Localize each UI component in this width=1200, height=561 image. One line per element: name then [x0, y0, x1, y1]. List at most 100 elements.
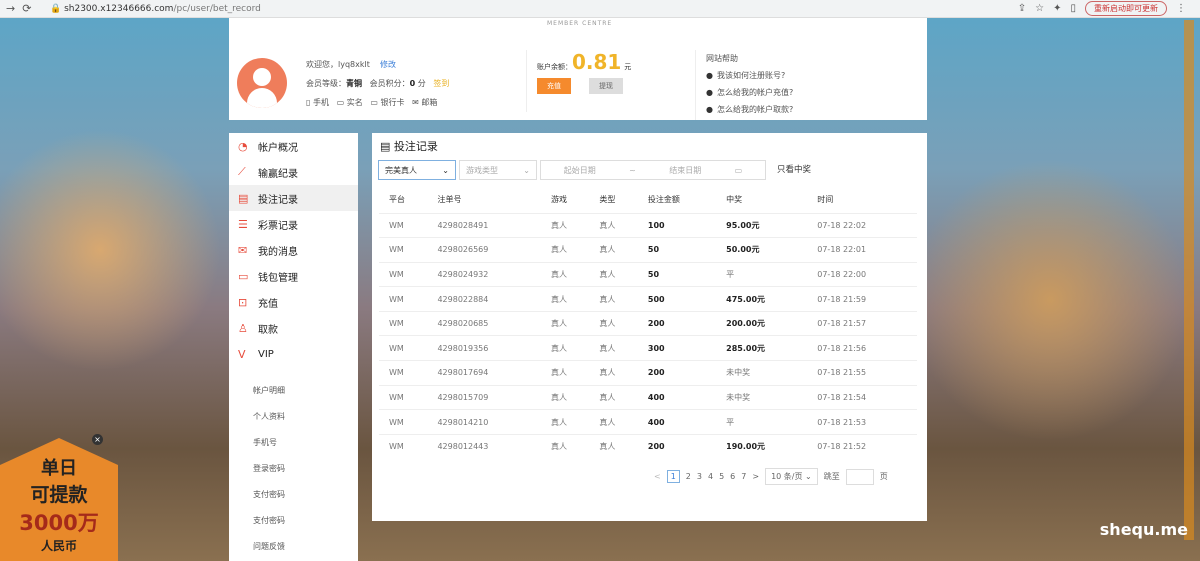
column-header: 类型 — [599, 195, 616, 205]
browser-toolbar: → ⟳ 🔒 sh2300.x12346666.com/pc/user/bet_r… — [0, 0, 1200, 18]
deposit-button[interactable]: 充值 — [537, 78, 571, 94]
page-button[interactable]: 4 — [707, 472, 714, 481]
sidebar-subitem[interactable]: 手机号 — [253, 437, 277, 447]
share-icon[interactable]: ⇪ — [1017, 3, 1027, 14]
table-cell: WM — [379, 335, 428, 361]
help-link[interactable]: 怎么给我的帐户充值? — [706, 84, 793, 101]
next-page-button[interactable]: > — [752, 472, 760, 481]
page-button[interactable]: 1 — [666, 470, 680, 483]
update-button[interactable]: 重新启动即可更新 — [1085, 1, 1167, 16]
table-cell: 50 — [637, 261, 717, 287]
column-header: 投注金额 — [647, 195, 680, 205]
page-button[interactable]: 6 — [730, 472, 736, 481]
points-label: 会员积分： — [369, 79, 410, 88]
scrollbar[interactable] — [1184, 20, 1194, 540]
sidebar-subitem[interactable]: 支付密码 — [253, 489, 285, 499]
table-cell: 未中奖 — [716, 360, 808, 386]
sidebar-icon[interactable]: ▯ — [1070, 3, 1076, 14]
table-cell: 95.00元 — [716, 212, 808, 238]
start-date-input[interactable]: 起始日期 — [563, 165, 596, 175]
extension-icon[interactable]: ✦ — [1053, 3, 1062, 14]
help-link[interactable]: 我该如何注册账号? — [706, 67, 793, 84]
promo-line: 人民币 — [40, 539, 77, 553]
sign-in-link[interactable]: 签到 — [433, 79, 450, 88]
help-link[interactable]: 怎么给我的帐户取款? — [706, 101, 793, 118]
table-cell: 4298014210 — [427, 409, 541, 435]
edit-link[interactable]: 修改 — [380, 60, 397, 69]
table-cell: 200.00元 — [716, 310, 808, 336]
page-title: 投注记录 — [393, 140, 438, 153]
points-unit: 分 — [417, 79, 426, 88]
table-cell: 07-18 22:01 — [807, 237, 917, 263]
bet-table: 平台 注单号 游戏 类型 投注金额 中奖 时间 WM 4298028491 真人 真人 100 95.0… — [379, 187, 917, 459]
verify-email[interactable]: 邮箱 — [421, 98, 438, 107]
table-cell: 真人 — [540, 335, 590, 361]
sidebar-item[interactable]: ▤ 投注记录 — [229, 185, 358, 211]
page-button[interactable]: 7 — [741, 472, 747, 481]
date-range-picker[interactable]: 起始日期 ~ 结束日期 ▭ — [540, 160, 766, 180]
sidebar-subitem[interactable]: 帐户明细 — [253, 385, 285, 395]
withdraw-button[interactable]: 提现 — [589, 78, 623, 94]
table-row: WM 4298028491 真人 真人 100 95.00元 07-18 22:02 — [379, 212, 917, 238]
address-bar[interactable]: 🔒 sh2300.x12346666.com/pc/user/bet_recor… — [50, 3, 261, 14]
table-cell: WM — [379, 261, 428, 287]
table-cell: 4298022884 — [427, 286, 541, 312]
page-button[interactable]: 3 — [696, 472, 702, 481]
verify-realname[interactable]: 实名 — [346, 98, 363, 107]
table-cell: 100 — [637, 212, 717, 238]
table-cell: 真人 — [589, 335, 638, 361]
back-forward-reload-icons[interactable]: → ⟳ — [6, 2, 32, 15]
verify-phone[interactable]: 手机 — [312, 98, 329, 107]
sidebar-item[interactable]: ⊡ 充值 — [229, 289, 358, 315]
sidebar-item-label: 输赢纪录 — [258, 168, 298, 180]
table-cell: 190.00元 — [716, 433, 808, 459]
page-button[interactable]: 2 — [685, 472, 691, 481]
table-cell: WM — [379, 212, 428, 238]
table-cell: 300 — [637, 335, 717, 361]
sidebar-item[interactable]: ✉ 我的消息 — [229, 237, 358, 263]
menu-icon[interactable]: ⋮ — [1176, 3, 1186, 14]
sidebar-item[interactable]: ⟋ 输赢纪录 — [229, 159, 358, 185]
sidebar-item[interactable]: ☰ 彩票记录 — [229, 211, 358, 237]
table-cell: WM — [379, 433, 428, 459]
star-icon[interactable]: ☆ — [1035, 3, 1045, 14]
jump-input[interactable] — [845, 468, 874, 485]
platform-select[interactable]: 完美真人 ⌄ — [378, 160, 456, 180]
table-cell: 07-18 21:56 — [807, 335, 917, 361]
end-date-input[interactable]: 结束日期 — [669, 165, 702, 175]
sidebar-item[interactable]: ▭ 钱包管理 — [229, 263, 358, 289]
points-value: 0 — [409, 79, 416, 88]
mail-icon: ✉ — [412, 98, 419, 107]
table-cell: 07-18 21:57 — [807, 310, 917, 336]
page-size-select[interactable]: 10 条/页 ⌄ — [765, 468, 818, 485]
balance-panel: 账户余额：0.81 元 充值 提现 — [526, 50, 631, 112]
only-win-toggle[interactable]: 只看中奖 — [777, 165, 812, 175]
balance-unit: 元 — [624, 63, 632, 71]
verify-bankcard[interactable]: 银行卡 — [380, 98, 405, 107]
table-cell: 07-18 21:54 — [807, 384, 917, 410]
deposit-icon: ⊡ — [238, 295, 248, 309]
promo-banner[interactable]: 单日 可提款 3000万 人民币 — [0, 438, 118, 561]
promo-line: 可提款 — [30, 484, 88, 506]
game-type-select[interactable]: 游戏类型 ⌄ — [459, 160, 537, 180]
table-row: WM 4298017694 真人 真人 200 未中奖 07-18 21:55 — [379, 360, 917, 386]
sidebar-subitem[interactable]: 问题反馈 — [253, 541, 285, 551]
sidebar-subitem[interactable]: 登录密码 — [253, 463, 285, 473]
prev-page-button[interactable]: < — [654, 472, 661, 481]
chevron-down-icon: ⌄ — [523, 165, 530, 175]
sidebar: ◔ 帐户概况 ⟋ 输赢纪录 ▤ 投注记录 ☰ 彩票记录 ✉ 我的消息 ▭ 钱包管理 ⊡ 充值 ♙ 取款 V VIP… — [229, 133, 358, 561]
sidebar-item[interactable]: ◔ 帐户概况 — [229, 133, 358, 159]
table-cell: 真人 — [589, 310, 638, 336]
sidebar-subitem[interactable]: 支付密码 — [253, 515, 285, 525]
table-cell: 50.00元 — [716, 237, 808, 263]
column-header: 注单号 — [437, 195, 462, 205]
page-button[interactable]: 5 — [719, 472, 725, 481]
sidebar-subitem[interactable]: 个人资料 — [253, 411, 285, 421]
sidebar-item[interactable]: ♙ 取款 — [229, 315, 358, 341]
table-cell: 200 — [637, 433, 717, 459]
bet-record-panel: ▤ 投注记录 完美真人 ⌄ 游戏类型 ⌄ 起始日期 ~ 结束日期 ▭ 只看中奖 平台 注单号… — [372, 133, 927, 521]
member-centre-label: MEMBER CENTRE — [547, 20, 613, 27]
sidebar-item[interactable]: V VIP — [229, 341, 358, 367]
table-cell: 07-18 21:55 — [807, 360, 917, 386]
close-icon[interactable]: × — [92, 434, 103, 445]
